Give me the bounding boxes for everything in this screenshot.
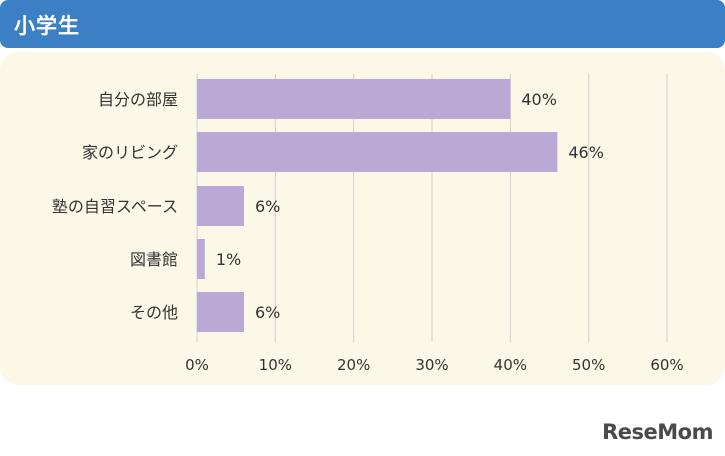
x-tick-label: 10% <box>259 356 292 374</box>
category-label: その他 <box>130 303 178 322</box>
bar <box>197 186 244 226</box>
x-tick-label: 20% <box>337 356 370 374</box>
chart-header: 小学生 <box>0 0 725 48</box>
label-layer: 0% 10% 20% 30% 40% 50% 60% 自分の部屋 40% 家のリビング 46% 塾の自… <box>52 90 684 374</box>
x-tick-label: 0% <box>185 356 209 374</box>
value-label: 6% <box>255 197 280 216</box>
bar-layer <box>197 79 558 332</box>
chart-title: 小学生 <box>14 14 80 38</box>
value-label: 1% <box>216 250 241 269</box>
bar <box>197 292 244 332</box>
value-label: 46% <box>568 143 604 162</box>
bar <box>197 132 558 172</box>
category-label: 図書館 <box>130 250 178 269</box>
value-label: 6% <box>255 303 280 322</box>
category-label: 塾の自習スペース <box>52 197 178 216</box>
value-label: 40% <box>521 90 557 109</box>
resemom-logo: ReseMom <box>602 420 713 444</box>
x-tick-label: 50% <box>572 356 605 374</box>
x-tick-label: 60% <box>650 356 683 374</box>
category-label: 家のリビング <box>82 143 178 162</box>
x-tick-label: 40% <box>494 356 527 374</box>
x-tick-label: 30% <box>415 356 448 374</box>
bar <box>197 79 511 119</box>
bar <box>197 239 205 279</box>
category-label: 自分の部屋 <box>98 90 178 109</box>
